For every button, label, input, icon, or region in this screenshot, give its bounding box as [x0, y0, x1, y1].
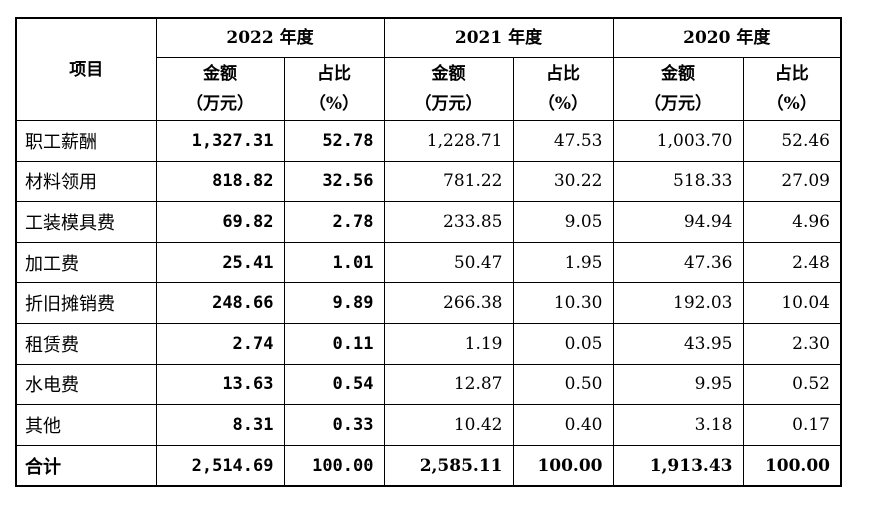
data-row: 工装模具费 69.82 2.78 233.85 9.05 94.94 4.96	[15, 201, 842, 243]
amount-header: 金额 （万元）	[155, 57, 285, 121]
amount-unit: （万元）	[186, 94, 254, 114]
amount-unit: （万元）	[414, 94, 483, 114]
amount-label: 金额	[661, 64, 695, 84]
value-cell: 1.19	[383, 322, 514, 365]
value-cell: 1.95	[512, 241, 614, 284]
value-cell: 0.17	[742, 404, 842, 446]
value-cell: 52.46	[742, 120, 842, 162]
value-cell: 9.89	[283, 282, 385, 324]
value-cell: 233.85	[383, 201, 514, 243]
value-cell: 0.50	[512, 363, 614, 406]
data-row: 材料领用 818.82 32.56 781.22 30.22 518.33 27.09	[15, 160, 842, 203]
value-cell: 2.30	[742, 322, 842, 365]
value-cell: 10.42	[383, 404, 514, 446]
year-header: 2022 年度	[155, 17, 385, 58]
value-cell: 50.47	[383, 241, 514, 284]
value-cell: 27.09	[742, 160, 842, 203]
amount-label: 金额	[431, 64, 466, 84]
value-cell: 2,585.11	[383, 444, 514, 487]
value-cell: 3.18	[612, 404, 744, 446]
value-cell: 94.94	[612, 201, 744, 243]
data-row: 折旧摊销费 248.66 9.89 266.38 10.30 192.03 10.04	[15, 282, 842, 324]
value-cell: 9.95	[612, 363, 744, 406]
year-header: 2021 年度	[383, 17, 614, 58]
header-row: 项目 2022 年度 2021 年度 2020 年度	[15, 17, 842, 121]
value-cell: 13.63	[155, 363, 285, 406]
amount-header: 金额 （万元）	[383, 57, 514, 121]
value-cell: 0.33	[283, 404, 385, 446]
item-cell: 工装模具费	[15, 201, 157, 243]
value-cell: 0.52	[742, 363, 842, 406]
data-row: 合计 2,514.69 100.00 2,585.11 100.00 1,913.43 10…	[15, 444, 842, 487]
data-row: 水电费 13.63 0.54 12.87 0.50 9.95 0.52	[15, 363, 842, 406]
value-cell: 100.00	[742, 444, 842, 487]
data-row: 加工费 25.41 1.01 50.47 1.95 47.36 2.48	[15, 241, 842, 284]
item-cell: 加工费	[15, 241, 157, 284]
value-cell: 30.22	[512, 160, 614, 203]
value-cell: 0.11	[283, 322, 385, 365]
item-cell: 折旧摊销费	[15, 282, 157, 324]
value-cell: 1,003.70	[612, 120, 744, 162]
value-cell: 2.48	[742, 241, 842, 284]
value-cell: 12.87	[383, 363, 514, 406]
share-unit: （%）	[766, 94, 817, 114]
value-cell: 0.05	[512, 322, 614, 365]
value-cell: 2,514.69	[155, 444, 285, 487]
value-cell: 69.82	[155, 201, 285, 243]
item-cell: 职工薪酬	[15, 120, 157, 162]
data-row: 租赁费 2.74 0.11 1.19 0.05 43.95 2.30	[15, 322, 842, 365]
value-cell: 0.54	[283, 363, 385, 406]
value-cell: 2.74	[155, 322, 285, 365]
value-cell: 2.78	[283, 201, 385, 243]
value-cell: 518.33	[612, 160, 744, 203]
value-cell: 4.96	[742, 201, 842, 243]
value-cell: 47.53	[512, 120, 614, 162]
header-row: 金额 （万元） 占比 （%） 金额 （万元） 占比 （%） 金额 （万元） 占比 （%）	[16, 57, 842, 121]
value-cell: 248.66	[155, 282, 285, 324]
value-cell: 266.38	[383, 282, 514, 324]
item-cell: 合计	[15, 444, 157, 487]
value-cell: 818.82	[155, 160, 285, 203]
value-cell: 8.31	[155, 404, 285, 446]
value-cell: 0.40	[512, 404, 614, 446]
year-header: 2020 年度	[612, 17, 842, 58]
value-cell: 32.56	[283, 160, 385, 203]
share-unit: （%）	[537, 94, 589, 114]
value-cell: 1,327.31	[155, 120, 285, 162]
value-cell: 1.01	[283, 241, 385, 284]
value-cell: 100.00	[283, 444, 385, 487]
value-cell: 1,913.43	[612, 444, 744, 487]
share-header: 占比 （%）	[512, 57, 614, 121]
share-header: 占比 （%）	[283, 57, 385, 121]
share-unit: （%）	[308, 94, 360, 114]
amount-header: 金额 （万元）	[612, 57, 744, 121]
item-cell: 租赁费	[15, 322, 157, 365]
share-header: 占比 （%）	[742, 57, 842, 121]
value-cell: 9.05	[512, 201, 614, 243]
share-label: 占比	[774, 64, 809, 84]
data-row: 其他 8.31 0.33 10.42 0.40 3.18 0.17	[15, 404, 842, 446]
item-cell: 材料领用	[15, 160, 157, 203]
item-header: 项目	[15, 17, 157, 121]
value-cell: 192.03	[612, 282, 744, 324]
value-cell: 10.30	[512, 282, 614, 324]
share-label: 占比	[546, 64, 580, 84]
amount-label: 金额	[203, 64, 237, 84]
value-cell: 43.95	[612, 322, 744, 365]
item-cell: 其他	[15, 404, 157, 446]
value-cell: 100.00	[512, 444, 614, 487]
value-cell: 25.41	[155, 241, 285, 284]
value-cell: 10.04	[742, 282, 842, 324]
data-row: 职工薪酬 1,327.31 52.78 1,228.71 47.53 1,003.70 52…	[15, 120, 842, 162]
share-label: 占比	[317, 64, 351, 84]
amount-unit: （万元）	[644, 94, 712, 114]
value-cell: 1,228.71	[383, 120, 514, 162]
cost-table: 项目 2022 年度 2021 年度 2020 年度 金额 （万元） 占比 （%） 金额 （万元）…	[15, 17, 842, 488]
value-cell: 47.36	[612, 241, 744, 284]
value-cell: 52.78	[283, 120, 385, 162]
item-cell: 水电费	[15, 363, 157, 406]
value-cell: 781.22	[383, 160, 514, 203]
